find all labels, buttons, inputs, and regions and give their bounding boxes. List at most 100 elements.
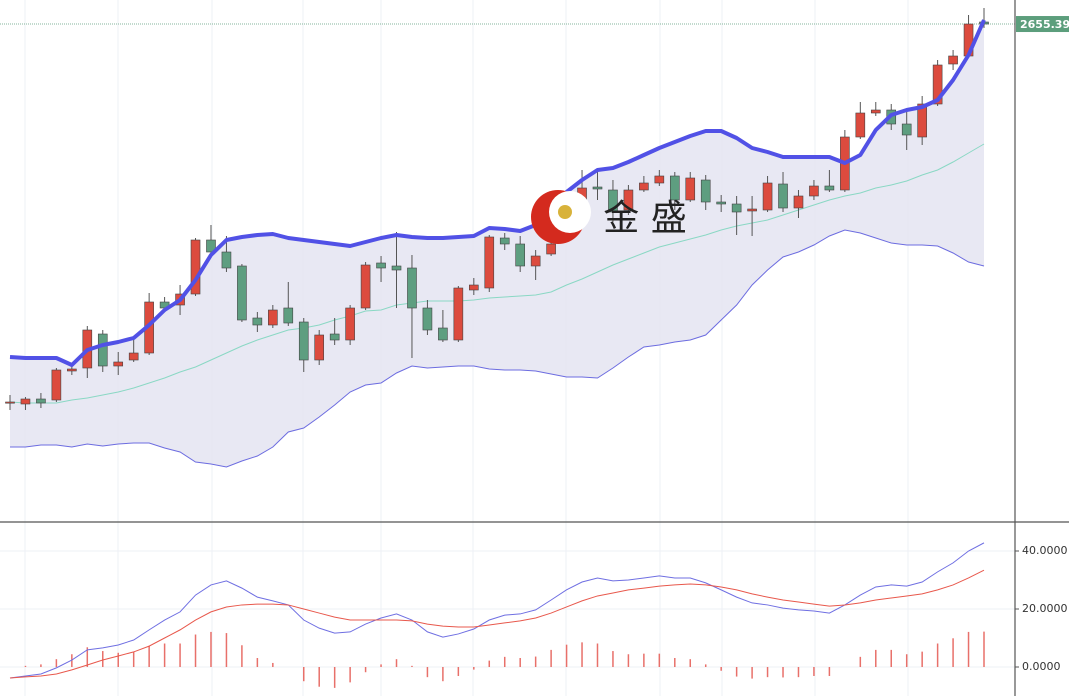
- histogram-bar: [689, 659, 692, 667]
- candle-body: [97, 333, 108, 367]
- histogram-bar: [442, 667, 444, 682]
- candle-body: [360, 264, 371, 309]
- histogram-bar: [643, 653, 645, 667]
- histogram-bar: [550, 649, 552, 667]
- candle-body: [901, 123, 912, 136]
- candle-body: [128, 352, 139, 361]
- histogram-bar: [102, 651, 104, 667]
- histogram-bar: [318, 667, 320, 687]
- histogram-bar: [117, 652, 119, 667]
- histogram-bar: [225, 633, 228, 667]
- candle-body: [824, 185, 835, 191]
- histogram-bar: [426, 667, 429, 678]
- candle-body: [948, 55, 958, 65]
- candle-body: [793, 195, 804, 209]
- histogram-bar: [302, 667, 305, 682]
- histogram-bar: [905, 654, 908, 667]
- histogram-bar: [395, 659, 398, 667]
- plot-layer: 2655.39 0.0000 20.0000 40.0000: [0, 8, 1069, 688]
- candle-body: [623, 189, 634, 211]
- candle-body: [345, 307, 355, 341]
- candle-body: [654, 175, 665, 184]
- histogram-bar: [813, 667, 815, 676]
- middle-band: [9, 143, 985, 404]
- histogram-bar: [380, 664, 382, 667]
- histogram-bar: [534, 656, 537, 667]
- histogram-bar: [735, 667, 738, 677]
- candle-body: [469, 284, 479, 291]
- candle-body: [329, 333, 340, 341]
- histogram-bar: [658, 653, 661, 667]
- histogram-bar: [194, 634, 197, 667]
- last-price-box: [1016, 16, 1069, 33]
- candle-body: [639, 182, 649, 191]
- candle-body: [422, 307, 433, 331]
- histogram-bar: [349, 667, 351, 683]
- histogram-bar: [40, 664, 42, 667]
- histogram-bar: [272, 662, 274, 667]
- candle-body: [20, 398, 31, 405]
- histogram-bar: [797, 667, 800, 678]
- histogram-bar: [967, 631, 970, 667]
- histogram-bar: [952, 638, 954, 667]
- candle-body: [252, 317, 263, 326]
- histogram-bar: [503, 656, 506, 667]
- candle-body: [499, 237, 510, 245]
- histogram-bar: [488, 660, 491, 667]
- histogram-bar: [132, 651, 135, 667]
- histogram-bar: [148, 645, 150, 667]
- histogram-bar: [364, 667, 367, 673]
- histogram-bar: [473, 667, 475, 670]
- histogram-bar: [596, 643, 599, 667]
- candle-body: [515, 243, 525, 267]
- histogram-bar: [86, 647, 89, 667]
- histogram-bar: [241, 645, 243, 667]
- candle-body: [283, 307, 294, 324]
- upper-band: [9, 19, 986, 367]
- candle-body: [546, 243, 556, 255]
- histogram-bar: [565, 644, 568, 667]
- watermark-text: 金 盛: [603, 198, 686, 239]
- histogram-bar: [581, 642, 583, 667]
- histogram-bar: [936, 643, 939, 667]
- histogram-bar: [921, 651, 923, 667]
- candle-body: [809, 185, 819, 197]
- y-tick-label: 20.0000: [1022, 602, 1068, 615]
- candle-body: [453, 287, 464, 341]
- candle-body: [438, 327, 448, 341]
- lower-band: [10, 229, 985, 468]
- candle-body: [5, 401, 15, 404]
- histogram-bar: [457, 667, 460, 676]
- candle-body: [36, 398, 46, 404]
- candle-body: [669, 175, 680, 201]
- histogram-bar: [875, 649, 877, 667]
- histogram-bar: [890, 649, 892, 667]
- candle-body: [391, 265, 402, 271]
- band-area: [10, 20, 984, 467]
- candle-body: [762, 182, 773, 211]
- candle-body: [268, 309, 278, 326]
- candle-body: [298, 321, 309, 361]
- candle-body: [716, 201, 726, 205]
- histogram-bar: [210, 631, 212, 667]
- histogram-bar: [71, 654, 73, 667]
- candle-body: [530, 255, 541, 267]
- histogram-bar: [720, 667, 722, 671]
- candle-body: [917, 103, 927, 138]
- candle-body: [592, 186, 603, 190]
- candle-body: [855, 112, 866, 138]
- candle-body: [608, 189, 618, 213]
- histogram-bar: [782, 667, 784, 678]
- candle-body: [731, 203, 742, 213]
- histogram-bar: [704, 664, 707, 667]
- histogram-bar: [828, 667, 831, 676]
- histogram-bar: [333, 667, 336, 688]
- y-tick-label: 40.0000: [1022, 544, 1068, 557]
- candle-body: [221, 251, 232, 269]
- y-tick-label: 0.0000: [1022, 660, 1061, 673]
- candle-body: [113, 361, 124, 367]
- candle-body: [685, 177, 696, 201]
- candle-body: [747, 208, 757, 212]
- candle-body: [932, 64, 943, 105]
